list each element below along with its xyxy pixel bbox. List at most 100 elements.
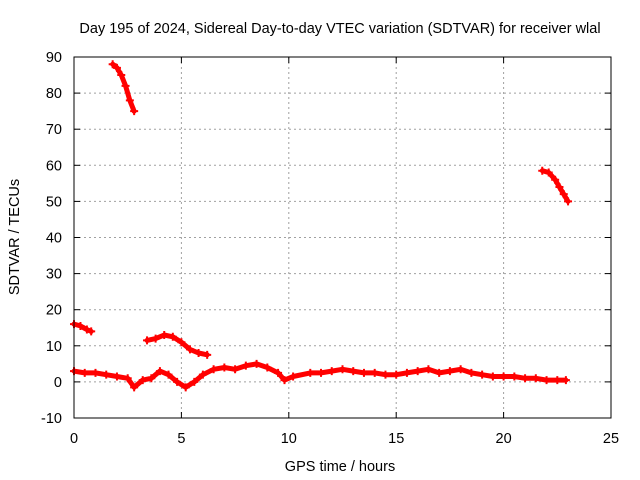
data-point xyxy=(445,367,454,376)
data-point xyxy=(151,334,160,343)
series-trace xyxy=(110,61,137,114)
data-point xyxy=(231,365,240,374)
data-point xyxy=(130,107,139,116)
data-point xyxy=(280,376,289,385)
data-point xyxy=(478,370,487,379)
data-point xyxy=(220,363,229,372)
data-point xyxy=(306,368,315,377)
data-point xyxy=(327,367,336,376)
chart-title: Day 195 of 2024, Sidereal Day-to-day VTE… xyxy=(79,21,600,37)
y-tick-label: 40 xyxy=(46,231,62,247)
data-point xyxy=(499,372,508,381)
data-point xyxy=(252,359,261,368)
y-axis-label: SDTVAR / TECUs xyxy=(7,179,23,295)
data-series xyxy=(70,60,573,392)
data-point xyxy=(117,71,126,80)
x-tick-label: 15 xyxy=(388,431,404,447)
data-point xyxy=(435,368,444,377)
data-point xyxy=(359,368,368,377)
data-point xyxy=(164,370,173,379)
axis-ticks: 0 5 10 15 20 25 -10 0 10 20 30 40 50 60 70 80 90 xyxy=(41,50,619,447)
data-point xyxy=(185,345,194,354)
x-tick-label: 5 xyxy=(177,431,185,447)
data-point xyxy=(263,363,272,372)
data-point xyxy=(413,367,422,376)
data-point xyxy=(402,368,411,377)
series-baseline xyxy=(70,359,570,392)
y-tick-label: 30 xyxy=(46,267,62,283)
data-point xyxy=(112,63,121,72)
data-point xyxy=(274,368,283,377)
data-point xyxy=(160,330,169,339)
data-point xyxy=(392,370,401,379)
data-point xyxy=(80,368,89,377)
y-tick-label: 0 xyxy=(54,375,62,391)
data-point xyxy=(203,350,212,359)
data-point xyxy=(488,372,497,381)
data-point xyxy=(155,367,164,376)
data-point xyxy=(542,376,551,385)
data-point xyxy=(521,374,530,383)
data-point xyxy=(551,175,560,184)
data-point xyxy=(349,367,358,376)
y-tick-label: 70 xyxy=(46,122,62,138)
data-point xyxy=(82,325,91,334)
data-point xyxy=(544,168,553,177)
y-tick-label: 10 xyxy=(46,339,62,355)
y-tick-label: 80 xyxy=(46,86,62,102)
data-point xyxy=(190,377,199,386)
x-axis-label: GPS time / hours xyxy=(285,459,395,475)
data-point xyxy=(168,332,177,341)
data-point xyxy=(177,338,186,347)
data-point xyxy=(209,365,218,374)
y-tick-label: 60 xyxy=(46,158,62,174)
data-point xyxy=(147,374,156,383)
x-tick-label: 0 xyxy=(70,431,78,447)
data-point xyxy=(510,372,519,381)
x-tick-label: 25 xyxy=(603,431,619,447)
y-tick-label: 90 xyxy=(46,50,62,66)
data-point xyxy=(130,383,139,392)
data-point xyxy=(338,365,347,374)
data-point xyxy=(143,336,152,345)
data-point xyxy=(121,81,130,90)
y-tick-label: 50 xyxy=(46,194,62,210)
data-point xyxy=(564,197,573,206)
data-point xyxy=(559,190,568,199)
data-point xyxy=(555,182,564,191)
data-point xyxy=(538,166,547,175)
data-point xyxy=(198,370,207,379)
data-point xyxy=(87,327,96,336)
data-point xyxy=(424,365,433,374)
data-point xyxy=(76,321,85,330)
data-point xyxy=(125,96,134,105)
data-point xyxy=(241,361,250,370)
data-point xyxy=(194,349,203,358)
data-point xyxy=(108,60,117,69)
data-point xyxy=(123,374,132,383)
data-point xyxy=(138,376,147,385)
data-point xyxy=(102,370,111,379)
x-tick-label: 10 xyxy=(281,431,297,447)
data-point xyxy=(289,372,298,381)
data-point xyxy=(370,368,379,377)
series-morning-arc xyxy=(143,330,212,359)
data-point xyxy=(553,376,562,385)
data-point xyxy=(561,376,570,385)
x-tick-label: 20 xyxy=(496,431,512,447)
data-point xyxy=(181,383,190,392)
data-point xyxy=(91,368,100,377)
data-point xyxy=(381,370,390,379)
y-tick-label: 20 xyxy=(46,303,62,319)
data-point xyxy=(317,368,326,377)
data-point xyxy=(456,365,465,374)
series-high-arc-2 xyxy=(538,166,573,206)
data-point xyxy=(467,368,476,377)
series-early-elevated xyxy=(70,320,96,336)
series-high-arc-1 xyxy=(108,60,139,116)
data-point xyxy=(112,372,121,381)
grid-lines xyxy=(74,57,611,418)
data-point xyxy=(173,377,182,386)
data-point xyxy=(531,374,540,383)
